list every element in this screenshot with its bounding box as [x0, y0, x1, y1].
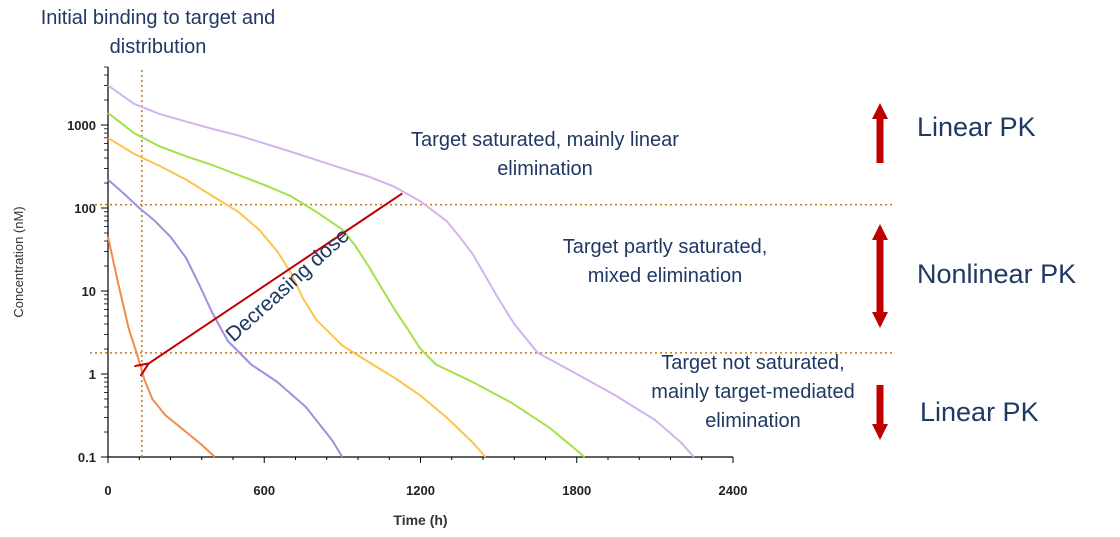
y-axis-label: Concentration (nM) — [11, 206, 26, 317]
x-tick-label: 1800 — [562, 483, 591, 498]
y-tick-label: 100 — [74, 201, 96, 216]
series-line-5 — [107, 84, 695, 458]
annotation-initial-line2: distribution — [109, 36, 207, 58]
pk-arrow-bottom-head — [872, 424, 888, 440]
x-tick-label: 0 — [104, 483, 111, 498]
y-tick-label: 1 — [89, 367, 96, 382]
y-tick-label: 1000 — [67, 118, 96, 133]
pk-label-middle: Nonlinear PK — [917, 259, 1077, 289]
y-tick-label: 10 — [82, 284, 96, 299]
annotation-not-saturated-line1: Target not saturated, — [661, 352, 845, 374]
x-tick-label: 600 — [253, 483, 275, 498]
annotation-not-saturated-line2: mainly target-mediated — [651, 381, 855, 403]
x-tick-label: 2400 — [719, 483, 748, 498]
series-line-3 — [107, 137, 487, 458]
decreasing-dose-arrow — [147, 192, 403, 364]
series-line-4 — [107, 112, 586, 458]
pk-arrow-middle-head-down — [872, 312, 888, 328]
pk-arrow-top-head — [872, 103, 888, 119]
annotation-arrows — [147, 103, 888, 440]
pk-arrow-middle-head-up — [872, 224, 888, 240]
pk-label-bottom: Linear PK — [920, 397, 1039, 427]
x-axis-label: Time (h) — [393, 512, 447, 528]
annotation-saturated-line1: Target saturated, mainly linear — [411, 129, 679, 151]
annotation-partly-line1: Target partly saturated, — [562, 236, 768, 258]
pk-label-top: Linear PK — [917, 112, 1036, 142]
series-lines — [107, 84, 695, 458]
annotation-not-saturated-line3: elimination — [705, 410, 801, 432]
annotation-target-partly-saturated: Target partly saturated, mixed eliminati… — [520, 233, 810, 291]
series-line-1 — [107, 236, 216, 458]
pk-arrow-middle-shaft — [876, 239, 884, 313]
pk-arrow-top-shaft — [876, 118, 884, 163]
decreasing-dose-label: Decreasing dose — [221, 224, 354, 347]
reference-lines — [90, 70, 893, 457]
annotation-partly-line2: mixed elimination — [587, 265, 743, 287]
annotation-initial-binding: Initial binding to target and distributi… — [8, 4, 308, 62]
series-line-2 — [107, 178, 344, 458]
x-tick-label: 1200 — [406, 483, 435, 498]
annotation-target-not-saturated: Target not saturated, mainly target-medi… — [608, 349, 898, 436]
axes: 0 600 1200 1800 2400 0.1 1 10 100 1000 Time (h) Con… — [11, 66, 748, 528]
annotation-saturated-line2: elimination — [497, 158, 593, 180]
y-tick-label: 0.1 — [78, 450, 96, 465]
annotation-target-saturated: Target saturated, mainly linear eliminat… — [380, 126, 710, 184]
annotation-initial-line1: Initial binding to target and — [40, 7, 276, 29]
pk-arrow-bottom-shaft — [876, 385, 884, 425]
